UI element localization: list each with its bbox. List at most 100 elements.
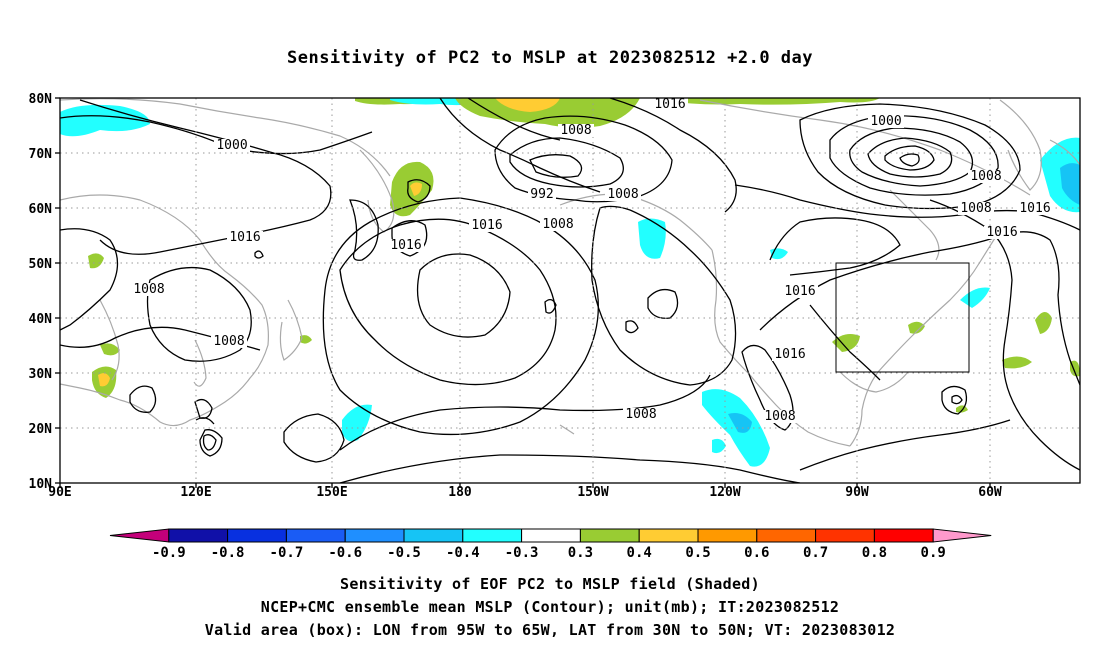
colorbar xyxy=(109,528,992,543)
shade-blue-patch xyxy=(728,413,752,433)
contour-label: 1008 xyxy=(764,409,795,424)
colorbar-cell xyxy=(168,528,229,543)
lat-label: 10N xyxy=(29,477,53,492)
colorbar-tick-label: -0.8 xyxy=(211,545,245,561)
contour-line xyxy=(529,154,583,178)
shade-cyan-patch xyxy=(712,438,726,454)
shade-green-patch xyxy=(956,405,968,413)
contour-line xyxy=(407,179,431,203)
shade-green-patch xyxy=(100,343,120,356)
contour-line xyxy=(146,266,252,362)
colorbar-cell xyxy=(285,528,346,543)
lon-label: 150W xyxy=(577,485,608,500)
contour-label: 1016 xyxy=(1019,201,1050,216)
coastline-indochina xyxy=(99,299,120,381)
contour-label-bg xyxy=(605,188,641,201)
lat-label: 60N xyxy=(29,202,53,217)
contour-label-bg xyxy=(652,98,688,111)
contour-line xyxy=(647,288,679,319)
contour-line xyxy=(509,137,624,188)
contour-line xyxy=(199,429,223,457)
coastline-asia xyxy=(60,194,269,427)
colorbar-tick-label: 0.8 xyxy=(862,545,887,561)
shade-green-patch xyxy=(908,321,925,334)
contour-label: 1008 xyxy=(213,334,244,349)
contour-label-bg xyxy=(772,348,808,361)
lon-label: 120W xyxy=(709,485,740,500)
contour-line xyxy=(339,374,711,451)
latitude-labels: 80N 70N 60N 50N 40N 30N 20N 10N xyxy=(29,92,53,492)
contour-line xyxy=(467,98,561,141)
shade-yellow-patch xyxy=(98,373,110,387)
shade-blue-patch xyxy=(1060,163,1080,205)
colorbar-cell xyxy=(462,528,523,543)
contour-line xyxy=(544,298,557,314)
contour-label-bg xyxy=(762,410,798,423)
contour-label-bg xyxy=(469,219,505,232)
contour-line xyxy=(867,137,953,178)
contour-label-bg xyxy=(211,335,247,348)
colorbar-cell xyxy=(521,528,581,543)
coastline-alaska xyxy=(559,193,713,251)
colorbar-tick-label: -0.4 xyxy=(446,545,480,561)
coastline-siberia xyxy=(60,98,391,177)
coastline-kamchatka xyxy=(359,149,395,233)
contour-line xyxy=(809,304,881,381)
contour-label: 1000 xyxy=(216,138,247,153)
contour-line xyxy=(322,197,599,436)
lat-label: 30N xyxy=(29,367,53,382)
contour-line xyxy=(625,320,639,334)
colorbar-cell xyxy=(344,528,405,543)
shade-cyan-patch xyxy=(60,104,150,137)
coastline-gulf-mexico xyxy=(839,371,909,393)
map-panel xyxy=(60,98,1080,483)
contour-label: 1016 xyxy=(784,284,815,299)
contour-labels: 1016100810009921008101610161008101610081… xyxy=(131,97,1053,424)
contour-label: 1008 xyxy=(133,282,164,297)
lon-label: 60W xyxy=(978,485,1002,500)
contour-label: 1000 xyxy=(870,114,901,129)
contour-label-bg xyxy=(968,170,1004,183)
contour-label-bg xyxy=(528,188,556,201)
colorbar-cell xyxy=(638,528,699,543)
coastline-north-america-east xyxy=(849,229,1001,447)
valid-area-box xyxy=(835,262,970,373)
colorbar-tick-label: 0.6 xyxy=(744,545,769,561)
contour-line xyxy=(339,454,801,483)
contour-label: 1008 xyxy=(970,169,1001,184)
contour-label-bg xyxy=(214,139,250,152)
colorbar-cell xyxy=(579,528,640,543)
contour-label: 1008 xyxy=(960,201,991,216)
colorbar-tick-label: -0.7 xyxy=(270,545,304,561)
lon-label: 150E xyxy=(316,485,347,500)
shade-yellow-patch xyxy=(410,182,422,196)
contour-line xyxy=(769,217,901,276)
longitude-labels: 90E 120E 150E 180 150W 120W 90W 60W xyxy=(48,485,1002,500)
contour-line xyxy=(941,385,968,415)
contour-label-bg xyxy=(131,283,167,296)
contour-label-bg xyxy=(984,226,1020,239)
colorbar-cell xyxy=(227,528,287,543)
colorbar-tick-label: 0.3 xyxy=(568,545,593,561)
contour-label: 1016 xyxy=(654,97,685,112)
contour-line xyxy=(79,99,332,255)
coastline-philippines xyxy=(193,339,207,387)
shade-cyan-patch xyxy=(638,218,666,259)
contour-line xyxy=(799,103,1021,210)
shade-green-patch xyxy=(1035,311,1052,334)
shade-green-patch xyxy=(300,335,312,344)
contour-label: 1016 xyxy=(229,230,260,245)
axis-ticks xyxy=(55,97,991,488)
shade-yellow-patch xyxy=(495,98,560,112)
lon-label: 180 xyxy=(448,485,472,500)
contour-label: 1008 xyxy=(625,407,656,422)
contour-line xyxy=(202,434,217,451)
contour-line xyxy=(899,153,920,167)
lat-label: 50N xyxy=(29,257,53,272)
lat-label: 40N xyxy=(29,312,53,327)
shade-cyan-patch xyxy=(960,287,990,308)
contour-line xyxy=(254,250,264,259)
coastline-europe xyxy=(1049,139,1080,166)
colorbar-cell xyxy=(697,528,758,543)
